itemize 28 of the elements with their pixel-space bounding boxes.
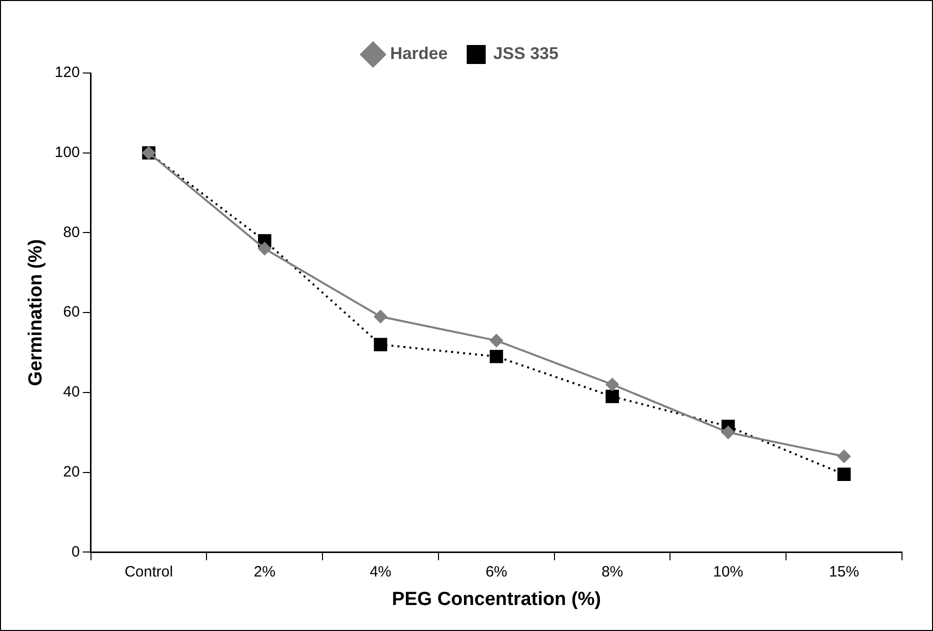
y-tick-label: 60 xyxy=(63,304,80,321)
y-tick-label: 100 xyxy=(54,144,80,162)
x-tick-label: 2% xyxy=(254,563,276,580)
point xyxy=(374,338,388,352)
x-tick-label: 10% xyxy=(713,563,744,580)
x-tick-label: 8% xyxy=(601,563,624,580)
point xyxy=(490,334,503,348)
y-tick-label: 0 xyxy=(71,543,80,560)
point xyxy=(374,310,388,324)
y-tick-label: 80 xyxy=(63,224,80,241)
legend-label: Hardee xyxy=(390,44,448,64)
x-tick-label: 15% xyxy=(829,563,860,580)
point xyxy=(490,350,504,364)
x-tick-label: 4% xyxy=(370,563,392,580)
y-tick-label: 20 xyxy=(63,463,80,480)
y-axis-title: Germination (%) xyxy=(26,239,47,386)
point xyxy=(606,390,619,404)
legend-label: JSS 335 xyxy=(493,44,558,64)
y-tick-label: 40 xyxy=(63,384,80,401)
point xyxy=(258,242,272,256)
x-tick-label: Control xyxy=(124,563,173,580)
x-axis-title: PEG Concentration (%) xyxy=(392,588,601,610)
point xyxy=(606,378,619,391)
y-tick-label: 120 xyxy=(54,64,80,82)
x-tick-label: 6% xyxy=(486,563,508,580)
point xyxy=(837,468,851,481)
point xyxy=(838,450,851,463)
point xyxy=(722,426,735,439)
